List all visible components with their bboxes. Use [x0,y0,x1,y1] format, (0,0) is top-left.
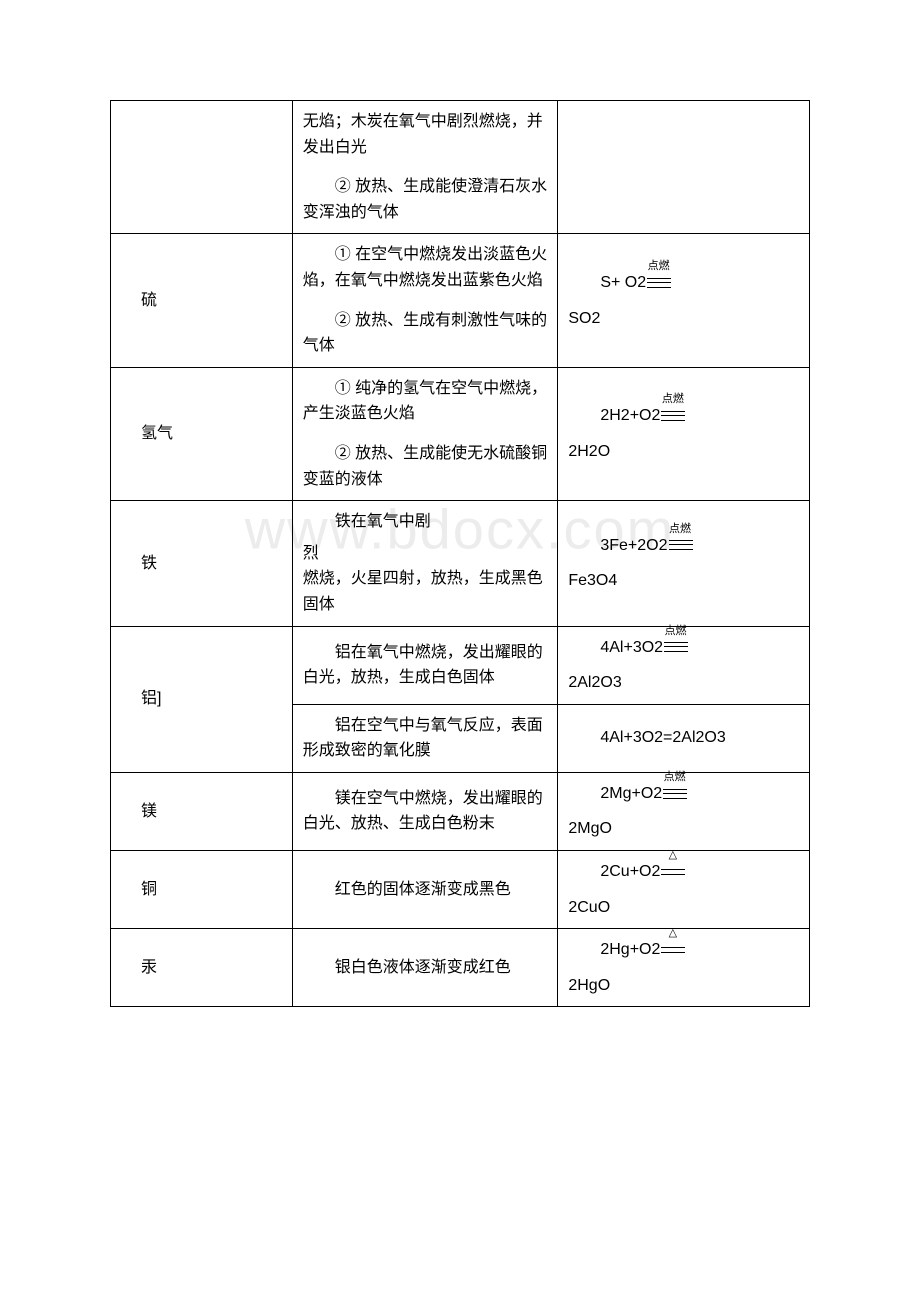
reactants: 2H2+O2 [600,407,660,424]
equation-cell [558,101,810,234]
chemical-equation: 2Hg+O2△ 2HgO [568,937,799,998]
reaction-arrow-icon [669,540,693,550]
reactants: S+ O2 [600,274,646,291]
reaction-condition: 点燃 [662,391,684,409]
equation-cell: 3Fe+2O2点燃 Fe3O4 [558,501,810,626]
description-cell: 镁在空气中燃烧，发出耀眼的白光、放热、生成白色粉末 [292,772,558,850]
reaction-arrow-icon [661,947,685,953]
element-name-cell: 铝] [111,626,293,772]
reaction-arrow-icon [664,642,688,652]
reactants: 2Hg+O2 [600,941,660,958]
description-cell: 银白色液体逐渐变成红色 [292,929,558,1007]
description-text: ① 在空气中燃烧发出淡蓝色火焰，在氧气中燃烧发出蓝紫色火焰 [303,242,548,293]
description-text: ② 放热、生成能使无水硫酸铜变蓝的液体 [303,441,548,492]
reactants: 2Mg+O2 [600,785,662,802]
equation-cell: 2Hg+O2△ 2HgO [558,929,810,1007]
description-text: 红色的固体逐渐变成黑色 [303,877,548,903]
products: 2CuO [568,895,799,921]
equation-cell: 2H2+O2点燃 2H2O [558,367,810,500]
table-row: 铜 红色的固体逐渐变成黑色 2Cu+O2△ 2CuO [111,851,810,929]
description-text: 铝在氧气中燃烧，发出耀眼的白光，放热，生成白色固体 [303,640,548,691]
table-row: 硫 ① 在空气中燃烧发出淡蓝色火焰，在氧气中燃烧发出蓝紫色火焰 ② 放热、生成有… [111,234,810,367]
equation-cell: 2Cu+O2△ 2CuO [558,851,810,929]
products: 2Al2O3 [568,670,799,696]
chemical-equation: 2Cu+O2△ 2CuO [568,859,799,920]
reaction-condition: 点燃 [664,769,686,787]
reaction-condition: △ [669,925,677,943]
products: 2H2O [568,439,799,465]
table-row: 铝] 铝在氧气中燃烧，发出耀眼的白光，放热，生成白色固体 4Al+3O2点燃 2… [111,626,810,704]
reaction-condition: 点燃 [648,258,670,276]
description-text: ① 纯净的氢气在空气中燃烧，产生淡蓝色火焰 [303,376,548,427]
reactants: 4Al+3O2 [600,639,663,656]
products: 2MgO [568,816,799,842]
reaction-arrow-icon [663,789,687,799]
equation-cell: 4Al+3O2点燃 2Al2O3 [558,626,810,704]
equation-cell: 4Al+3O2=2Al2O3 [558,704,810,772]
reactants: 3Fe+2O2 [600,537,667,554]
description-text: 无焰；木炭在氧气中剧烈燃烧，并发出白光 [303,109,548,160]
description-cell: 红色的固体逐渐变成黑色 [292,851,558,929]
description-text: 燃烧，火星四射，放热，生成黑色固体 [303,566,548,617]
description-cell: 铝在氧气中燃烧，发出耀眼的白光，放热，生成白色固体 [292,626,558,704]
chemical-equation: 4Al+3O2=2Al2O3 [600,725,725,751]
reaction-arrow-icon [661,869,685,875]
element-name-cell: 铁 [111,501,293,626]
table-row: 无焰；木炭在氧气中剧烈燃烧，并发出白光 ② 放热、生成能使澄清石灰水变浑浊的气体 [111,101,810,234]
reaction-condition: 点燃 [669,521,691,539]
description-cell: ① 纯净的氢气在空气中燃烧，产生淡蓝色火焰 ② 放热、生成能使无水硫酸铜变蓝的液… [292,367,558,500]
description-cell: 铝在空气中与氧气反应，表面形成致密的氧化膜 [292,704,558,772]
reaction-condition: 点燃 [665,623,687,641]
description-text: ② 放热、生成能使澄清石灰水变浑浊的气体 [303,174,548,225]
equation-cell: 2Mg+O2点燃 2MgO [558,772,810,850]
reaction-arrow-icon [661,411,685,421]
description-text: ② 放热、生成有刺激性气味的气体 [303,308,548,359]
table-row: 氢气 ① 纯净的氢气在空气中燃烧，产生淡蓝色火焰 ② 放热、生成能使无水硫酸铜变… [111,367,810,500]
element-name-cell: 氢气 [111,367,293,500]
chemical-equation: 2H2+O2点燃 2H2O [568,403,799,464]
description-cell: ① 在空气中燃烧发出淡蓝色火焰，在氧气中燃烧发出蓝紫色火焰 ② 放热、生成有刺激… [292,234,558,367]
description-text: 银白色液体逐渐变成红色 [303,955,548,981]
chemical-equation: 4Al+3O2点燃 2Al2O3 [568,635,799,696]
products: 2HgO [568,973,799,999]
reaction-condition: △ [669,847,677,865]
products: SO2 [568,306,799,332]
products: Fe3O4 [568,568,799,594]
element-name-cell [111,101,293,234]
element-name-cell: 硫 [111,234,293,367]
element-name-cell: 汞 [111,929,293,1007]
description-text: 烈 [303,541,548,567]
chemistry-reaction-table: 无焰；木炭在氧气中剧烈燃烧，并发出白光 ② 放热、生成能使澄清石灰水变浑浊的气体… [110,100,810,1007]
element-name-cell: 镁 [111,772,293,850]
chemical-equation: S+ O2点燃 SO2 [568,270,799,331]
description-cell: 无焰；木炭在氧气中剧烈燃烧，并发出白光 ② 放热、生成能使澄清石灰水变浑浊的气体 [292,101,558,234]
equation-cell: S+ O2点燃 SO2 [558,234,810,367]
table-row: 铁 铁在氧气中剧 烈 燃烧，火星四射，放热，生成黑色固体 3Fe+2O2点燃 F… [111,501,810,626]
description-text: 铁在氧气中剧 [303,509,548,535]
element-name-cell: 铜 [111,851,293,929]
description-text: 铝在空气中与氧气反应，表面形成致密的氧化膜 [303,713,548,764]
reactants: 2Cu+O2 [600,863,660,880]
chemical-equation: 2Mg+O2点燃 2MgO [568,781,799,842]
table-row: 镁 镁在空气中燃烧，发出耀眼的白光、放热、生成白色粉末 2Mg+O2点燃 2Mg… [111,772,810,850]
chemical-equation: 3Fe+2O2点燃 Fe3O4 [568,533,799,594]
table-row: 汞 银白色液体逐渐变成红色 2Hg+O2△ 2HgO [111,929,810,1007]
reaction-arrow-icon [647,278,671,288]
description-text: 镁在空气中燃烧，发出耀眼的白光、放热、生成白色粉末 [303,786,548,837]
description-cell: 铁在氧气中剧 烈 燃烧，火星四射，放热，生成黑色固体 [292,501,558,626]
